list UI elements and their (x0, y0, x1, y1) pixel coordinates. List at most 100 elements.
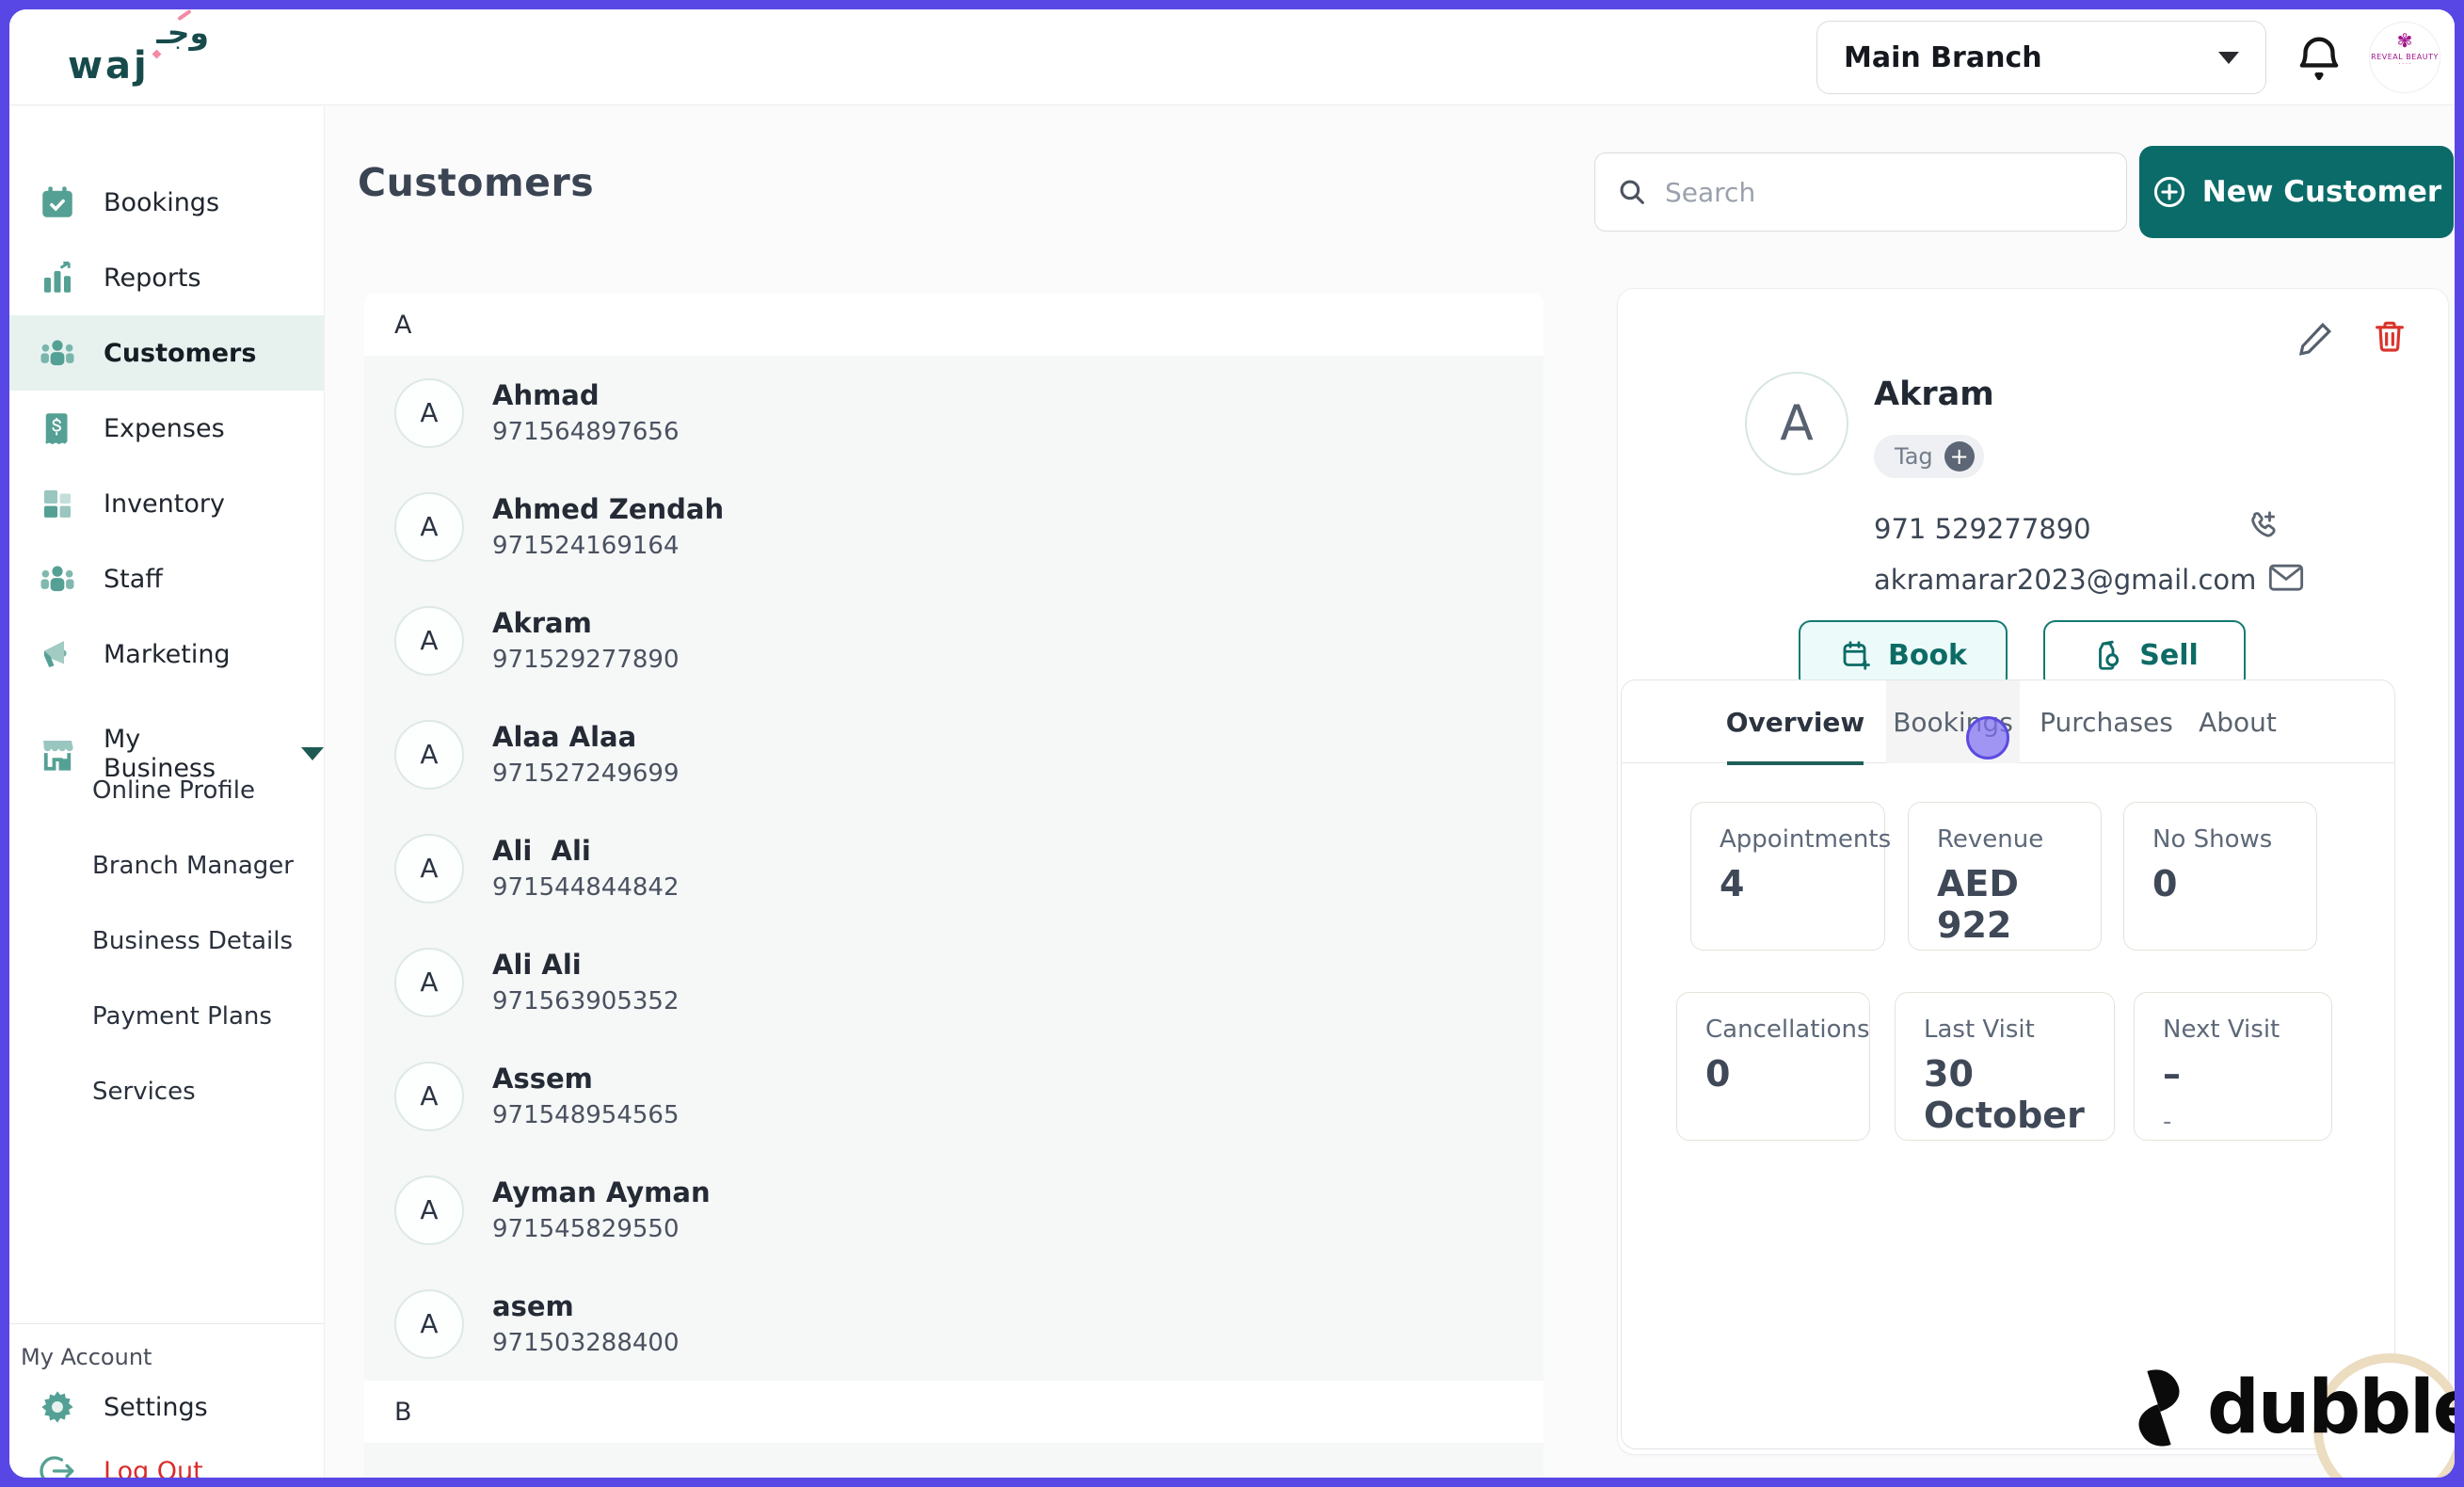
section-letter: B (364, 1381, 1544, 1443)
product-sell-icon (2099, 640, 2120, 670)
list-item[interactable]: A Ahmad 971564897656 (364, 356, 1544, 470)
chevron-down-icon (2218, 51, 2239, 64)
section-letter: A (364, 294, 1544, 356)
search-input[interactable] (1665, 176, 2105, 208)
notifications-bell-icon[interactable] (2292, 30, 2346, 85)
sidebar-item-label: Settings (104, 1392, 208, 1422)
sidebar-item-reports[interactable]: Reports (9, 240, 324, 315)
stat-no-shows: No Shows 0 (2123, 802, 2317, 951)
plus-icon: + (1944, 441, 1975, 472)
avatar-tagline: · · · · (2398, 61, 2411, 68)
waj-logo: وجـ waj (68, 9, 209, 102)
tabs-row: Overview Bookings Purchases About (1622, 680, 2394, 765)
boxes-icon (38, 484, 77, 523)
dubble-logo-icon (2138, 1369, 2180, 1447)
overview-stats: Appointments 4 Revenue AED 922 No Shows … (1622, 763, 2394, 1448)
book-button[interactable]: Book (1799, 620, 2008, 690)
customer-phone: 971524169164 (492, 531, 680, 560)
avatar-mandala-icon: ✾ (2396, 29, 2413, 52)
avatar: A (394, 1061, 464, 1131)
customer-phone: 971545829550 (492, 1214, 680, 1243)
sidebar-subitem-online-profile[interactable]: Online Profile (92, 776, 255, 805)
list-item[interactable]: A asem 971503288400 (364, 1267, 1544, 1381)
sidebar-item-customers[interactable]: Customers (9, 315, 324, 391)
sidebar-item-staff[interactable]: Staff (9, 541, 324, 616)
sidebar-item-logout[interactable]: Log Out (9, 1441, 324, 1478)
sidebar-item-label: Marketing (104, 639, 231, 669)
list-item[interactable]: A Akram 971529277890 (364, 584, 1544, 697)
customer-name: Ahmad (492, 378, 600, 411)
avatar: A (394, 605, 464, 676)
customer-name: Ahmed Zendah (492, 492, 725, 525)
account-avatar[interactable]: ✾ REVEAL BEAUTY · · · · (2369, 22, 2440, 93)
sidebar-item-label: Staff (104, 564, 163, 594)
sidebar-item-label: My Business (104, 725, 216, 783)
stat-label: No Shows (2152, 825, 2273, 854)
sidebar-item-bookings[interactable]: Bookings (9, 165, 324, 240)
sidebar-item-label: Customers (104, 338, 257, 368)
chevron-down-icon (301, 747, 324, 760)
avatar: A (394, 947, 464, 1017)
customer-phone: 971563905352 (492, 986, 680, 1015)
app-window: وجـ waj Main Branch ✾ REVEAL BEAUTY · · … (9, 9, 2455, 1478)
stat-label: Last Visit (1924, 1015, 2035, 1044)
sidebar-item-inventory[interactable]: Inventory (9, 466, 324, 541)
book-label: Book (1887, 638, 1968, 672)
list-item[interactable]: A Assem 971548954565 (364, 1039, 1544, 1153)
sidebar-subitem-branch-manager[interactable]: Branch Manager (92, 852, 294, 880)
receipt-dollar-icon (38, 408, 77, 448)
customer-name: asem (492, 1289, 574, 1322)
sidebar-item-expenses[interactable]: Expenses (9, 391, 324, 466)
megaphone-icon (38, 634, 77, 674)
staff-users-icon (38, 559, 77, 599)
add-tag-button[interactable]: Tag + (1874, 435, 1984, 478)
stat-label: Cancellations (1705, 1015, 1870, 1044)
list-item[interactable]: A Ali Ali 971544844842 (364, 811, 1544, 925)
list-item[interactable]: A Ali Ali 971563905352 (364, 925, 1544, 1039)
list-item[interactable]: A Ahmed Zendah 971524169164 (364, 470, 1544, 584)
sidebar-item-my-business[interactable]: My Business (9, 716, 324, 791)
avatar: A (1745, 372, 1848, 475)
mail-envelope-icon[interactable] (2267, 562, 2305, 594)
sidebar-subitem-payment-plans[interactable]: Payment Plans (92, 1002, 272, 1031)
sell-button[interactable]: Sell (2043, 620, 2246, 690)
gear-icon (38, 1387, 77, 1427)
avatar: A (394, 1175, 464, 1245)
delete-trash-icon[interactable] (2371, 317, 2408, 359)
branch-selector[interactable]: Main Branch (1816, 21, 2266, 94)
click-indicator (1966, 716, 2009, 759)
customer-name: Ayman Ayman (492, 1175, 711, 1208)
stat-value: 0 (2152, 863, 2178, 904)
page-title: Customers (358, 160, 595, 205)
new-customer-label: New Customer (2201, 175, 2442, 209)
branch-selector-value: Main Branch (1844, 40, 2042, 74)
storefront-icon (38, 734, 77, 774)
tab-overview[interactable]: Overview (1726, 680, 1864, 765)
customer-name: Ali Ali (492, 834, 591, 867)
customer-phone: 971564897656 (492, 417, 680, 446)
stat-label: Next Visit (2163, 1015, 2280, 1044)
list-item[interactable]: A Ayman Ayman 971545829550 (364, 1153, 1544, 1267)
sidebar-item-marketing[interactable]: Marketing (9, 616, 324, 692)
stat-value: AED 922 (1937, 863, 2019, 946)
watermark-text: dubble (2207, 1366, 2455, 1450)
stat-label: Revenue (1937, 825, 2044, 854)
sidebar-item-label: Expenses (104, 413, 225, 443)
avatar: A (394, 833, 464, 903)
phone-add-icon[interactable] (2244, 507, 2281, 545)
avatar: A (394, 377, 464, 448)
tab-purchases[interactable]: Purchases (2040, 706, 2173, 738)
sidebar-subitem-services[interactable]: Services (92, 1078, 196, 1106)
sidebar-item-label: Bookings (104, 187, 220, 217)
list-item[interactable]: A Alaa Alaa 971527249699 (364, 697, 1544, 811)
edit-pencil-icon[interactable] (2296, 319, 2335, 359)
sidebar-subitem-business-details[interactable]: Business Details (92, 927, 294, 955)
sidebar-item-settings[interactable]: Settings (9, 1377, 324, 1437)
new-customer-button[interactable]: New Customer (2139, 146, 2454, 238)
customer-detail-tabs-card: Overview Bookings Purchases About Appoin… (1621, 680, 2395, 1449)
topbar: وجـ waj Main Branch ✾ REVEAL BEAUTY · · … (9, 9, 2455, 105)
tab-about[interactable]: About (2199, 706, 2277, 738)
customer-phone: 971503288400 (492, 1328, 680, 1357)
customer-search[interactable] (1594, 152, 2127, 232)
